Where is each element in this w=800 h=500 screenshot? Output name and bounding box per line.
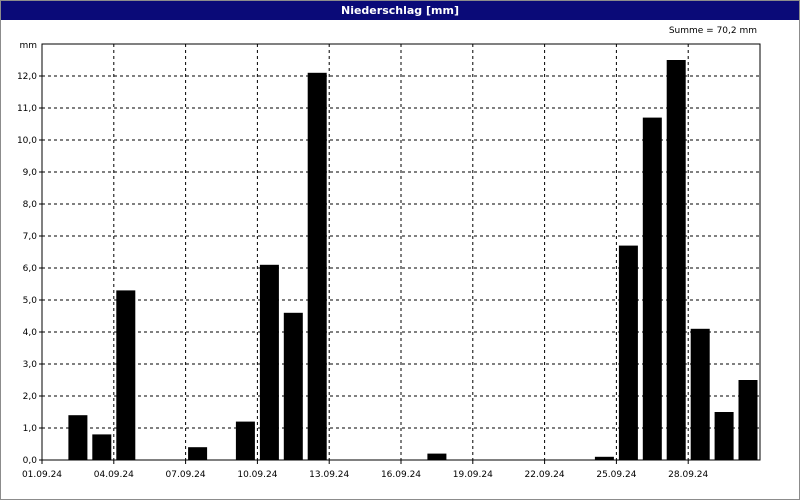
x-tick-label: 10.09.24 — [237, 470, 277, 480]
bar — [666, 60, 686, 460]
bar — [307, 72, 327, 461]
y-tick-label: 9,0 — [23, 168, 38, 178]
bars — [68, 60, 758, 461]
y-tick-label: 8,0 — [23, 200, 38, 210]
bar — [259, 264, 279, 460]
x-tick-label: 22.09.24 — [525, 470, 565, 480]
x-tick-label: 19.09.24 — [453, 470, 493, 480]
x-tick-label: 01.09.24 — [22, 470, 62, 480]
y-tick-label: 0,0 — [23, 456, 38, 466]
y-tick-label: 1,0 — [23, 424, 38, 434]
chart-title: Niederschlag [mm] — [1, 1, 799, 20]
y-tick-label: 4,0 — [23, 328, 38, 338]
x-tick-label: 16.09.24 — [381, 470, 421, 480]
y-axis-unit-label: mm — [19, 41, 37, 51]
bar — [283, 312, 303, 460]
bar — [68, 415, 88, 460]
bar — [235, 421, 255, 460]
x-tick-label: 07.09.24 — [166, 470, 206, 480]
plot-area — [41, 43, 761, 461]
bar — [738, 380, 758, 460]
y-tick-label: 12,0 — [17, 72, 37, 82]
y-tick-label: 10,0 — [17, 136, 37, 146]
y-tick-label: 11,0 — [17, 104, 37, 114]
x-tick-label: 25.09.24 — [596, 470, 636, 480]
sum-label: Summe = 70,2 mm — [668, 26, 757, 36]
bar — [116, 290, 136, 460]
y-tick-label: 3,0 — [23, 360, 38, 370]
x-tick-label: 13.09.24 — [309, 470, 349, 480]
bar — [690, 328, 710, 460]
bar — [618, 245, 638, 460]
y-tick-label: 7,0 — [23, 232, 38, 242]
y-axis-ticks: 0,0 1,0 2,0 3,0 4,0 5,0 6,0 7,0 8,0 9,0 10,0 11,0 12… — [17, 72, 42, 466]
x-axis-ticks: 01.09.24 04.09.24 07.09.24 10.09.24 13.09.24… — [22, 460, 709, 480]
y-tick-label: 6,0 — [23, 264, 38, 274]
bar — [92, 434, 112, 460]
bar — [594, 456, 614, 460]
x-tick-label: 04.09.24 — [94, 470, 134, 480]
bar — [642, 117, 662, 460]
y-tick-label: 5,0 — [23, 296, 38, 306]
bar — [714, 412, 734, 460]
bar — [427, 453, 447, 460]
x-tick-label: 28.09.24 — [668, 470, 708, 480]
bar — [188, 447, 208, 460]
y-tick-label: 2,0 — [23, 392, 38, 402]
